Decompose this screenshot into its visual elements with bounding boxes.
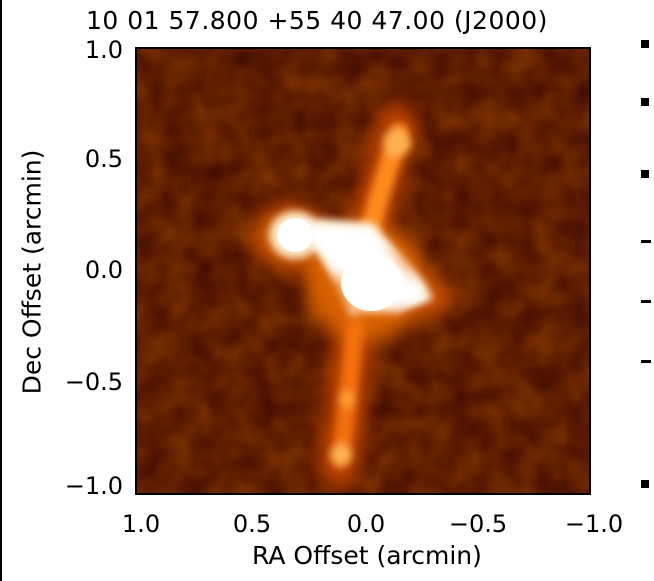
figure-title: 10 01 57.800 +55 40 47.00 (J2000) bbox=[86, 6, 548, 35]
colorbar-edge-mark bbox=[641, 40, 649, 48]
y-tick-label: 1.0 bbox=[84, 36, 123, 64]
colorbar-edge-mark bbox=[641, 480, 649, 488]
colorbar-edge-mark bbox=[641, 360, 651, 363]
x-tick-label: 0.0 bbox=[346, 510, 386, 538]
x-axis-label: RA Offset (arcmin) bbox=[252, 541, 482, 570]
x-tick-label: −0.5 bbox=[448, 510, 508, 538]
colorbar-edge-mark bbox=[641, 300, 651, 303]
colorbar-edge-mark bbox=[641, 170, 649, 178]
colorbar-edge-mark bbox=[641, 98, 649, 106]
y-tick-label: −1.0 bbox=[64, 472, 123, 500]
y-tick-label: 0.5 bbox=[84, 145, 123, 173]
colorbar-edge-mark bbox=[641, 240, 651, 243]
radio-image bbox=[135, 47, 591, 495]
x-tick-label: −1.0 bbox=[564, 510, 624, 538]
x-tick-label: 1.0 bbox=[121, 510, 161, 538]
x-tick-label: 0.5 bbox=[232, 510, 272, 538]
core-highlight bbox=[277, 218, 425, 311]
y-axis-label: Dec Offset (arcmin) bbox=[17, 149, 47, 395]
figure-left-border bbox=[0, 0, 2, 581]
y-tick-label: −0.5 bbox=[64, 368, 123, 396]
y-tick-label: 0.0 bbox=[84, 256, 123, 284]
radio-emission-map bbox=[135, 47, 591, 495]
